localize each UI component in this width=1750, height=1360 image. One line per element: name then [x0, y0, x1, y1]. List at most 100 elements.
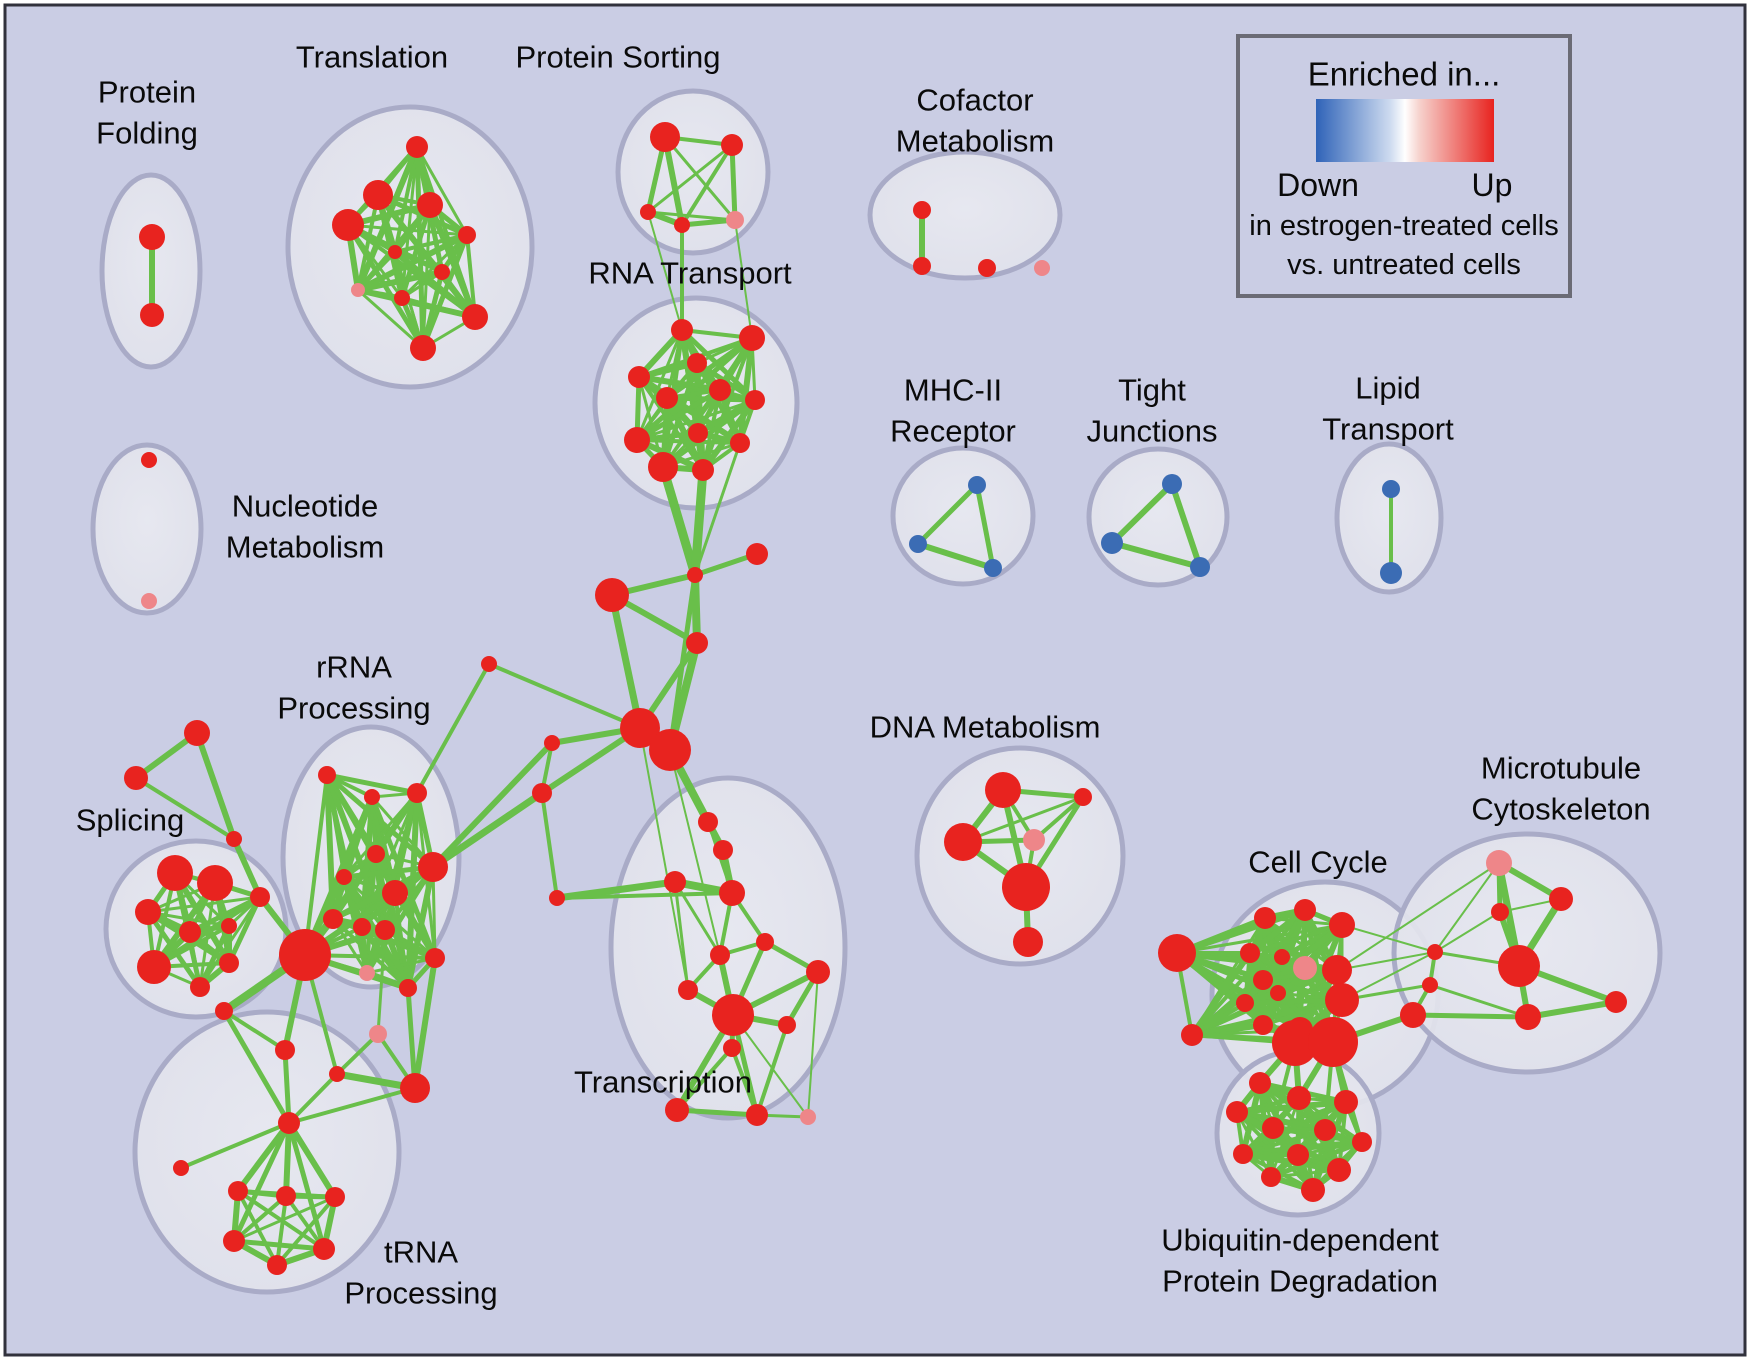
gene-set-node-transcription-6[interactable] [806, 960, 830, 984]
gene-set-node-central-1[interactable] [746, 543, 768, 565]
gene-set-node-microtubule-2[interactable] [1491, 903, 1509, 921]
gene-set-node-rna_transport-4[interactable] [656, 387, 678, 409]
gene-set-node-tight_junctions-0[interactable] [1162, 474, 1182, 494]
gene-set-node-cofactor-2[interactable] [978, 259, 996, 277]
gene-set-node-dna-0[interactable] [985, 772, 1021, 808]
gene-set-node-trna-0[interactable] [215, 1002, 233, 1020]
gene-set-node-rna_transport-5[interactable] [709, 379, 731, 401]
gene-set-node-translation-0[interactable] [406, 136, 428, 158]
gene-set-node-nucleotide-0[interactable] [141, 452, 157, 468]
gene-set-node-trna-4[interactable] [228, 1181, 248, 1201]
gene-set-node-central-9[interactable] [481, 656, 497, 672]
gene-set-node-rrna-3[interactable] [367, 845, 385, 863]
gene-set-node-trna-8[interactable] [313, 1238, 335, 1260]
gene-set-node-protein_folding-1[interactable] [140, 303, 164, 327]
gene-set-node-rna_transport-11[interactable] [692, 459, 714, 481]
gene-set-node-protein_sorting-0[interactable] [650, 122, 680, 152]
gene-set-node-translation-2[interactable] [332, 209, 364, 241]
gene-set-node-cell_cycle-11[interactable] [1236, 994, 1254, 1012]
gene-set-node-mhc-0[interactable] [968, 476, 986, 494]
gene-set-node-protein_folding-0[interactable] [139, 224, 165, 250]
gene-set-node-cell_cycle-10[interactable] [1270, 985, 1286, 1001]
gene-set-node-rrna-0[interactable] [318, 766, 336, 784]
gene-set-node-microtubule-4[interactable] [1515, 1004, 1541, 1030]
gene-set-node-ubiquitin-11[interactable] [1301, 1178, 1325, 1202]
gene-set-node-rna_transport-0[interactable] [671, 319, 693, 341]
gene-set-node-dna-5[interactable] [1013, 927, 1043, 957]
gene-set-node-microtubule-1[interactable] [1549, 887, 1573, 911]
gene-set-node-rrna-7[interactable] [323, 909, 343, 929]
gene-set-node-protein_sorting-4[interactable] [726, 211, 744, 229]
gene-set-node-rrna-2[interactable] [407, 783, 427, 803]
gene-set-node-cell_cycle-8[interactable] [1322, 955, 1352, 985]
gene-set-node-rna_transport-9[interactable] [730, 433, 750, 453]
gene-set-node-ubiquitin-8[interactable] [1287, 1144, 1309, 1166]
gene-set-node-translation-6[interactable] [434, 264, 450, 280]
gene-set-node-microtubule-3[interactable] [1498, 945, 1540, 987]
gene-set-node-central-0[interactable] [687, 567, 703, 583]
gene-set-node-transcription-13[interactable] [800, 1109, 816, 1125]
gene-set-node-splicing-1[interactable] [197, 865, 233, 901]
gene-set-node-cell_cycle-5[interactable] [1240, 943, 1260, 963]
gene-set-node-trna-9[interactable] [267, 1255, 287, 1275]
gene-set-node-splicing_triangle-1[interactable] [124, 766, 148, 790]
gene-set-node-splicing-6[interactable] [190, 977, 210, 997]
gene-set-node-rrna-12[interactable] [425, 948, 445, 968]
gene-set-node-splicing_triangle-2[interactable] [226, 831, 242, 847]
gene-set-node-transcription-5[interactable] [756, 933, 774, 951]
gene-set-node-cell_cycle-2[interactable] [1254, 907, 1276, 929]
gene-set-node-central-5[interactable] [649, 729, 691, 771]
gene-set-node-translation-3[interactable] [417, 192, 443, 218]
gene-set-node-bridge-2[interactable] [369, 1025, 387, 1043]
gene-set-node-tight_junctions-2[interactable] [1190, 557, 1210, 577]
gene-set-node-trna-5[interactable] [276, 1186, 296, 1206]
gene-set-node-trna-2[interactable] [278, 1112, 300, 1134]
gene-set-node-ubiquitin-4[interactable] [1262, 1117, 1284, 1139]
gene-set-node-microtubule-5[interactable] [1605, 991, 1627, 1013]
gene-set-node-rna_transport-1[interactable] [739, 325, 765, 351]
gene-set-node-splicing_triangle-0[interactable] [184, 720, 210, 746]
gene-set-node-cell_cycle-0[interactable] [1158, 934, 1196, 972]
gene-set-node-rrna-5[interactable] [382, 880, 408, 906]
gene-set-node-central-7[interactable] [532, 783, 552, 803]
gene-set-node-rrna-8[interactable] [353, 918, 371, 936]
gene-set-node-rrna-13[interactable] [279, 929, 331, 981]
gene-set-node-transcription-2[interactable] [664, 871, 686, 893]
gene-set-node-cell_cycle-7[interactable] [1293, 956, 1317, 980]
gene-set-node-translation-5[interactable] [388, 245, 402, 259]
gene-set-node-transcription-10[interactable] [723, 1039, 741, 1057]
gene-set-node-rrna-9[interactable] [375, 920, 395, 940]
gene-set-node-rna_transport-7[interactable] [688, 423, 708, 443]
gene-set-node-cell_cycle-15[interactable] [1272, 1020, 1318, 1066]
gene-set-node-transcription-1[interactable] [713, 840, 733, 860]
gene-set-node-cofactor-1[interactable] [913, 257, 931, 275]
gene-set-node-bridge-1[interactable] [400, 1073, 430, 1103]
gene-set-node-central-4[interactable] [620, 708, 660, 748]
gene-set-node-rna_transport-3[interactable] [628, 366, 650, 388]
gene-set-node-transcription-7[interactable] [678, 980, 698, 1000]
gene-set-node-ubiquitin-0[interactable] [1249, 1072, 1271, 1094]
gene-set-node-cell_cycle-1[interactable] [1181, 1024, 1203, 1046]
gene-set-node-microtubule-8[interactable] [1422, 977, 1438, 993]
gene-set-node-rna_transport-2[interactable] [687, 353, 707, 373]
gene-set-node-translation-9[interactable] [462, 304, 488, 330]
gene-set-node-translation-7[interactable] [351, 283, 365, 297]
gene-set-node-protein_sorting-2[interactable] [640, 204, 656, 220]
gene-set-node-rrna-4[interactable] [336, 869, 352, 885]
gene-set-node-translation-8[interactable] [394, 290, 410, 306]
gene-set-node-dna-4[interactable] [1002, 863, 1050, 911]
gene-set-node-transcription-9[interactable] [778, 1016, 796, 1034]
gene-set-node-ubiquitin-9[interactable] [1327, 1158, 1351, 1182]
gene-set-node-cell_cycle-12[interactable] [1325, 983, 1359, 1017]
gene-set-node-lipid_transport-1[interactable] [1380, 562, 1402, 584]
gene-set-node-rna_transport-10[interactable] [648, 452, 678, 482]
gene-set-node-ubiquitin-10[interactable] [1261, 1167, 1281, 1187]
gene-set-node-microtubule-7[interactable] [1427, 944, 1443, 960]
gene-set-node-microtubule-0[interactable] [1486, 850, 1512, 876]
gene-set-node-rrna-11[interactable] [399, 979, 417, 997]
gene-set-node-lipid_transport-0[interactable] [1382, 480, 1400, 498]
gene-set-node-tight_junctions-1[interactable] [1101, 532, 1123, 554]
gene-set-node-cofactor-0[interactable] [913, 201, 931, 219]
gene-set-node-splicing-7[interactable] [219, 953, 239, 973]
gene-set-node-cell_cycle-13[interactable] [1253, 1015, 1273, 1035]
